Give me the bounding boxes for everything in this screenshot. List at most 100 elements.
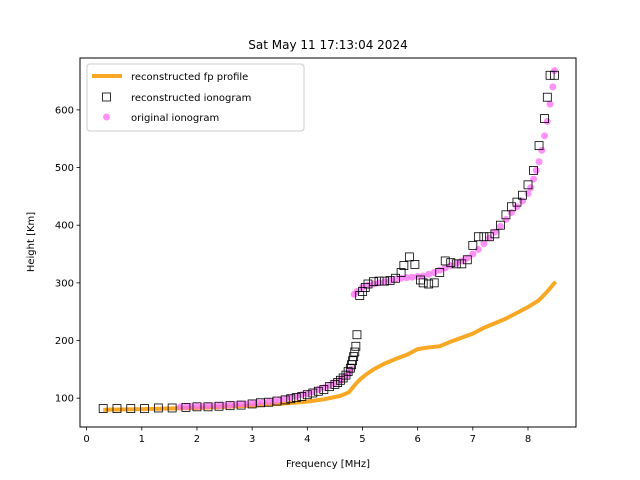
original-ionogram-point (193, 402, 201, 410)
reconstructed-ionogram-point (351, 341, 361, 351)
x-tick-label: 2 (194, 434, 200, 445)
reconstructed-ionogram-point (496, 220, 505, 230)
reconstructed-ionogram-point (418, 278, 428, 288)
reconstructed-ionogram-point (385, 276, 395, 285)
reconstructed-ionogram-point (446, 258, 456, 268)
reconstructed-ionogram-point (462, 255, 472, 265)
reconstructed-ionogram-point (473, 232, 483, 242)
reconstructed-ionogram-point (424, 279, 434, 289)
reconstructed-ionogram-point (451, 259, 461, 269)
x-axis: 0 1 2 3 4 5 6 7 8 (83, 427, 531, 445)
reconstructed-ionogram-point (297, 392, 307, 401)
original-ionogram-point (248, 399, 256, 407)
x-tick-label: 7 (470, 434, 476, 445)
reconstructed-ionogram-point (468, 240, 478, 250)
reconstructed-ionogram-point (550, 70, 559, 80)
original-ionogram-point (496, 222, 504, 230)
original-ionogram-point (538, 146, 546, 154)
reconstructed-ionogram-point (291, 393, 301, 402)
reconstructed-ionogram-point (313, 386, 323, 396)
x-tick-label: 4 (304, 434, 310, 445)
legend-reconstructed-swatch (102, 92, 111, 102)
reconstructed-ionogram-point (350, 347, 360, 357)
reconstructed-ionogram-point (429, 278, 439, 288)
original-ionogram-point (550, 67, 558, 75)
original-ionogram-point (425, 270, 433, 278)
original-ionogram-point (237, 400, 245, 408)
reconstructed-ionogram-point (512, 197, 522, 207)
reconstructed-ionogram-point (374, 276, 384, 286)
original-ionogram-point (215, 402, 223, 410)
x-tick-label: 0 (83, 434, 89, 445)
legend-reconstructed-label: reconstructed ionogram (131, 93, 251, 104)
reconstructed-ionogram-point (181, 402, 191, 412)
reconstructed-ionogram-point (192, 402, 202, 412)
original-ionogram-point (265, 398, 273, 406)
reconstructed-ionogram-point (308, 388, 318, 398)
reconstructed-ionogram-point (545, 70, 555, 80)
plot-border (79, 57, 577, 428)
legend-profile-label: reconstructed fp profile (131, 72, 248, 83)
reconstructed-ionogram-point (280, 395, 290, 405)
original-ionogram-point (502, 215, 510, 223)
reconstructed-ionogram-point (345, 363, 355, 373)
reconstructed-ionogram-point (167, 403, 177, 413)
reconstructed-ionogram-point (236, 400, 246, 410)
reconstructed-ionogram-point (399, 261, 409, 270)
x-tick-label: 3 (249, 434, 255, 445)
reconstructed-ionogram-point (203, 402, 213, 412)
original-ionogram-point (532, 166, 540, 174)
y-tick-label: 200 (55, 336, 74, 347)
reconstructed-ionogram-point (360, 283, 370, 292)
x-tick-label: 8 (525, 434, 531, 445)
reconstructed-ionogram-point (126, 404, 136, 413)
original-ionogram-point (546, 100, 554, 108)
original-ionogram-point (541, 132, 549, 140)
series-layer (98, 67, 559, 413)
original-ionogram-point (480, 240, 488, 248)
reconstructed-ionogram-point (352, 330, 362, 340)
reconstructed-ionogram-point (501, 210, 511, 220)
reconstructed-ionogram-point (479, 232, 489, 242)
reconstructed-ionogram-point (98, 404, 108, 413)
reconstructed-ionogram-point (341, 370, 351, 380)
reconstructed-ionogram-point (534, 141, 544, 151)
y-tick-label: 100 (55, 394, 74, 405)
y-tick-label: 500 (55, 163, 74, 174)
original-ionogram-point (408, 273, 416, 281)
reconstructed-ionogram-point (540, 114, 549, 123)
reconstructed-ionogram-point (490, 229, 500, 239)
original-ionogram-point (530, 175, 538, 183)
reconstructed-ionogram-point (286, 394, 296, 404)
legend-original-label: original ionogram (131, 113, 219, 124)
reconstructed-ionogram-point (523, 180, 533, 190)
original-ionogram-point (513, 203, 521, 211)
original-ionogram-point (414, 273, 422, 281)
reconstructed-ionogram-point (507, 202, 516, 212)
reconstructed-ionogram-point (349, 352, 359, 362)
original-ionogram-point (226, 401, 234, 409)
y-tick-label: 600 (55, 105, 74, 116)
reconstructed-ionogram-point (518, 190, 527, 200)
original-ionogram-point (469, 250, 477, 258)
reconstructed-ionogram-point (391, 273, 400, 283)
x-tick-label: 5 (359, 434, 365, 445)
y-axis-label: Height [Km] (26, 212, 37, 272)
reconstructed-ionogram-point (404, 252, 414, 262)
reconstructed-ionogram-point (140, 404, 149, 413)
x-tick-label: 1 (139, 434, 145, 445)
reconstructed-ionogram-point (363, 279, 373, 289)
reconstructed-ionogram-point (336, 375, 345, 385)
reconstructed-ionogram-point (369, 277, 378, 287)
reconstructed-ionogram-point (225, 401, 235, 411)
reconstructed-ionogram-point (396, 268, 406, 277)
original-ionogram-point (543, 117, 551, 125)
original-ionogram-point (507, 209, 515, 217)
y-axis: 100 200 300 400 500 600 (55, 105, 80, 405)
reconstructed-ionogram-point (302, 390, 312, 400)
y-tick-label: 400 (55, 221, 74, 232)
reconstructed-ionogram-point (338, 373, 348, 383)
x-axis-label: Frequency [MHz] (286, 459, 370, 470)
